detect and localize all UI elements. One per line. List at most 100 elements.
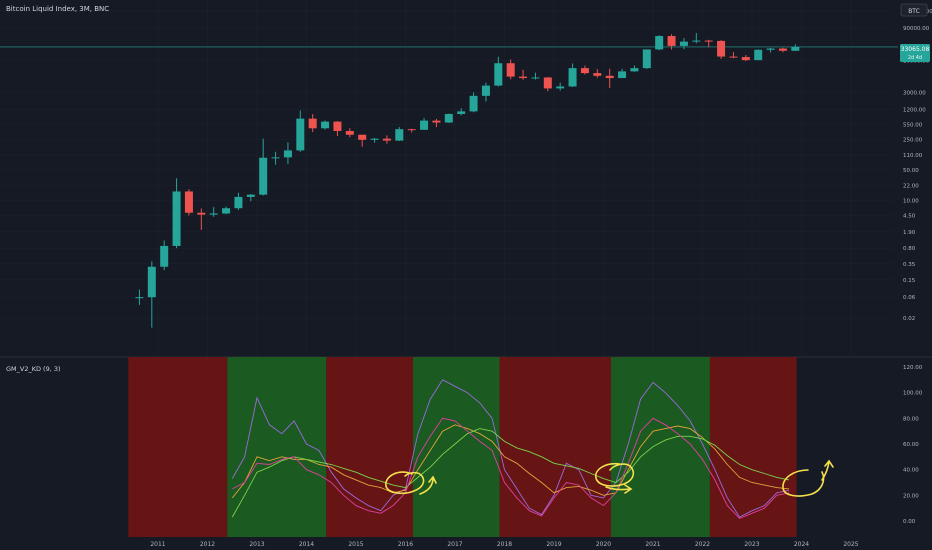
candle[interactable] — [568, 63, 577, 87]
candle[interactable] — [642, 49, 651, 69]
candle-body — [754, 49, 763, 61]
time-tick-label: 2012 — [200, 541, 215, 548]
candle[interactable] — [135, 289, 144, 305]
candle-body — [358, 134, 367, 140]
candle[interactable] — [444, 113, 453, 123]
candle[interactable] — [679, 38, 688, 50]
candle[interactable] — [506, 59, 515, 80]
symbol-button[interactable]: BTC — [900, 3, 928, 17]
candle[interactable] — [184, 189, 193, 216]
candle[interactable] — [618, 68, 627, 79]
osc-tick-label: 0.00 — [903, 519, 916, 525]
time-tick-label: 2020 — [596, 541, 611, 548]
candle-body — [692, 40, 701, 42]
candle[interactable] — [283, 142, 292, 165]
candle[interactable] — [729, 52, 738, 59]
candle[interactable] — [432, 118, 441, 128]
candle-body — [580, 68, 589, 74]
candle[interactable] — [519, 69, 528, 80]
candle-body — [135, 297, 144, 299]
candle-body — [172, 191, 181, 246]
price-tick-label: 1.90 — [903, 230, 916, 236]
candle-body — [197, 212, 206, 215]
candle[interactable] — [667, 34, 676, 50]
candle-body — [679, 41, 688, 46]
oscillator-axis[interactable]: 120.00 100.00 80.00 60.00 40.00 20.00 0.00 — [903, 365, 923, 525]
candle-body — [444, 113, 453, 123]
candle[interactable] — [494, 56, 503, 87]
candle[interactable] — [791, 44, 800, 51]
candle-body — [271, 157, 280, 159]
candle[interactable] — [457, 108, 466, 116]
candle[interactable] — [692, 33, 701, 44]
time-tick-label: 2022 — [695, 541, 710, 548]
candle[interactable] — [420, 117, 429, 130]
price-tick-label: 0.35 — [903, 262, 916, 268]
candle-body — [234, 196, 243, 209]
candle[interactable] — [580, 65, 589, 75]
last-price-value: 33065.08 — [901, 46, 930, 53]
candle-series[interactable] — [135, 33, 800, 328]
candle[interactable] — [531, 72, 540, 80]
candle[interactable] — [382, 135, 391, 144]
candle[interactable] — [271, 151, 280, 165]
candle[interactable] — [358, 134, 367, 147]
time-tick-label: 2024 — [794, 541, 809, 548]
candle[interactable] — [345, 128, 354, 138]
candle-body — [618, 71, 627, 79]
last-price-countdown: 2d 4d — [908, 55, 922, 61]
candle[interactable] — [766, 47, 775, 53]
candle[interactable] — [370, 137, 379, 143]
candle[interactable] — [147, 261, 156, 328]
time-tick-label: 2019 — [546, 541, 561, 548]
candle[interactable] — [321, 120, 330, 130]
candle[interactable] — [556, 82, 565, 91]
candle[interactable] — [308, 114, 317, 133]
candle[interactable] — [222, 206, 231, 215]
annotation-arrow-2024 — [821, 459, 834, 481]
time-tick-label: 2017 — [447, 541, 462, 548]
candle[interactable] — [246, 193, 255, 202]
price-tick-label: 50.00 — [903, 168, 919, 174]
main-grid — [0, 46, 898, 48]
candle[interactable] — [172, 178, 181, 249]
candle-body — [457, 111, 466, 114]
price-tick-label: 4.50 — [903, 213, 916, 219]
annotation-loop-2016 — [385, 471, 425, 495]
candle[interactable] — [395, 127, 404, 142]
osc-line-k — [231, 379, 790, 518]
time-axis[interactable]: 2011 2012 2013 2014 2015 2016 2017 2018 2019 2020… — [150, 541, 858, 548]
candle-body — [766, 48, 775, 50]
candle[interactable] — [209, 207, 218, 217]
candle[interactable] — [593, 69, 602, 78]
candle[interactable] — [197, 208, 206, 230]
candle[interactable] — [778, 47, 787, 53]
candle[interactable] — [407, 128, 416, 133]
candle[interactable] — [630, 65, 639, 72]
osc-line-j — [231, 428, 790, 518]
candle[interactable] — [469, 92, 478, 113]
phase-band-bear — [709, 357, 797, 537]
candle-body — [395, 129, 404, 141]
osc-tick-label: 80.00 — [903, 416, 919, 422]
candle[interactable] — [296, 110, 305, 152]
candle[interactable] — [160, 240, 169, 271]
candle-body — [519, 76, 528, 79]
candle[interactable] — [605, 68, 614, 88]
candle[interactable] — [717, 40, 726, 59]
phase-band-bear — [499, 357, 611, 537]
price-tick-label: 250.00 — [903, 137, 923, 143]
candle[interactable] — [543, 77, 552, 92]
candle[interactable] — [741, 55, 750, 62]
candle[interactable] — [333, 121, 342, 136]
candle[interactable] — [234, 192, 243, 211]
candle[interactable] — [481, 82, 490, 102]
candle[interactable] — [259, 138, 268, 196]
annotations — [385, 459, 834, 497]
candle[interactable] — [754, 49, 763, 61]
candle[interactable] — [704, 39, 713, 47]
candle-body — [593, 73, 602, 76]
candle-body — [296, 118, 305, 151]
candle[interactable] — [655, 35, 664, 51]
